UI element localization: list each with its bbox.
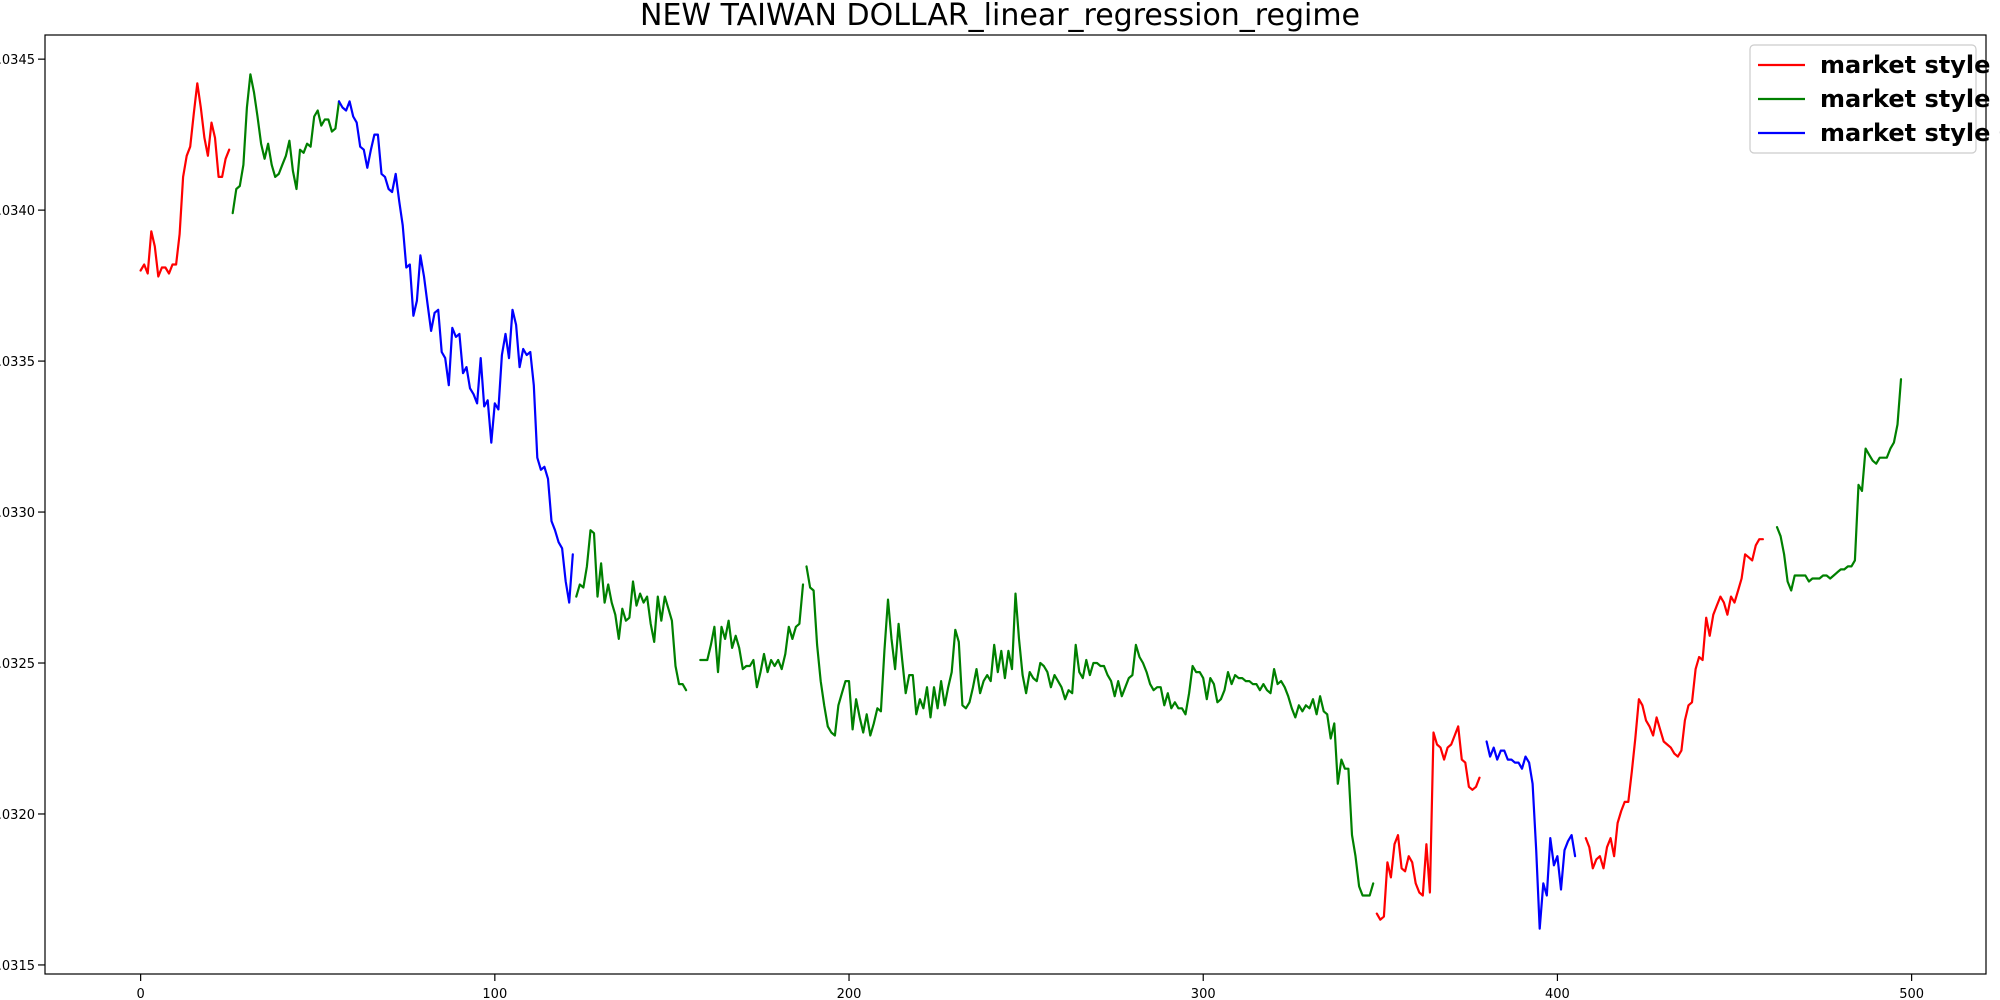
series-segment-7 [1485, 740, 1577, 930]
series-layer [139, 73, 1903, 930]
series-segment-2 [337, 100, 574, 604]
series-segment-3 [575, 529, 688, 692]
series-segment-9 [1775, 378, 1903, 592]
x-tick-label: 500 [1899, 987, 1924, 1000]
series-segment-1 [231, 73, 341, 215]
x-tick-label: 400 [1545, 987, 1570, 1000]
y-tick-label: 0.0320 [0, 808, 35, 823]
y-tick-label: 0.0315 [0, 959, 35, 974]
series-segment-6 [1375, 725, 1481, 921]
y-axis: 0.0315 0.0320 0.0325 0.0330 0.0335 0.0340 0.03… [0, 53, 45, 974]
y-tick-label: 0.0330 [0, 506, 35, 521]
legend-label: market style 1 [1820, 85, 2000, 113]
legend: market style 2 market style 1 market style… [1749, 44, 2000, 154]
x-tick-label: 300 [1191, 987, 1216, 1000]
plot-area-frame [44, 34, 1987, 975]
y-tick-label: 0.0335 [0, 355, 35, 370]
series-segment-8 [1584, 538, 1764, 870]
series-segment-4 [699, 583, 805, 689]
x-axis: 0 100 200 300 400 500 [136, 974, 1924, 1000]
y-tick-label: 0.0325 [0, 657, 35, 672]
y-tick-label: 0.0340 [0, 204, 35, 219]
x-tick-label: 0 [136, 987, 144, 1000]
y-tick-label: 0.0345 [0, 53, 35, 68]
legend-frame [1749, 44, 1977, 154]
chart-title: NEW TAIWAN DOLLAR_linear_regression_regi… [640, 0, 1360, 33]
series-segment-5 [805, 565, 1375, 897]
x-tick-label: 100 [482, 987, 507, 1000]
series-segment-0 [139, 82, 231, 278]
legend-label: market style 0 [1820, 119, 2000, 147]
legend-label: market style 2 [1820, 51, 2000, 79]
x-tick-label: 200 [837, 987, 862, 1000]
